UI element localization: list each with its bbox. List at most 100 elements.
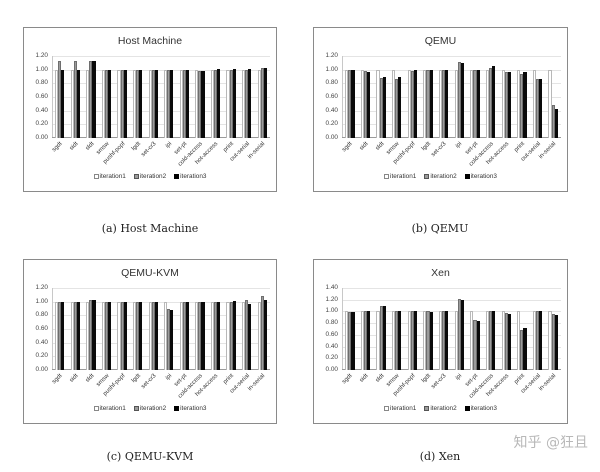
gridline: [52, 329, 270, 330]
bar-iteration1: [210, 69, 214, 138]
bar-iteration1: [241, 301, 246, 370]
bar-iteration2: [379, 305, 383, 370]
x-tick-label: sldt: [84, 373, 96, 384]
legend-swatch-icon: [133, 173, 139, 179]
chart-title: QEMU-KVM: [121, 267, 179, 279]
bar-iteration1: [485, 311, 490, 370]
legend-label: iteration3: [180, 405, 207, 412]
bar-iteration2: [442, 311, 446, 370]
bar-iteration2: [213, 301, 218, 370]
bar-iteration1: [517, 69, 521, 138]
bar-iteration2: [489, 67, 493, 138]
legend-label: iteration2: [139, 173, 167, 180]
bar-iteration2: [260, 296, 264, 370]
bar-iteration2: [89, 60, 93, 138]
bar-iteration3: [248, 68, 252, 138]
bar-iteration3: [139, 69, 143, 138]
bar-iteration3: [123, 69, 127, 138]
bar-iteration3: [201, 301, 205, 370]
bar-iteration3: [367, 311, 371, 370]
bar-iteration2: [473, 320, 477, 370]
x-tick-label: sidt: [68, 373, 80, 384]
bar-iteration2: [348, 70, 352, 138]
bar-iteration3: [382, 77, 386, 138]
bar-iteration1: [70, 301, 74, 370]
y-tick-label: 1.20: [35, 284, 48, 291]
y-tick-label: 0.00: [35, 366, 48, 373]
gridline: [342, 311, 561, 313]
bar-iteration3: [76, 302, 81, 370]
bar-iteration3: [185, 301, 190, 370]
bar-iteration3: [398, 77, 402, 138]
bar-iteration3: [201, 71, 205, 138]
x-tick-label: sidt: [358, 373, 370, 384]
x-tick-label: print: [513, 373, 527, 386]
legend-swatch-icon: [464, 405, 470, 411]
bar-iteration1: [148, 301, 152, 370]
bar-iteration1: [101, 69, 105, 138]
gridline: [342, 323, 561, 325]
y-tick-label: 1.40: [325, 284, 338, 291]
legend-swatch-icon: [93, 405, 99, 411]
bar-iteration2: [229, 69, 233, 138]
bar-iteration1: [86, 301, 90, 370]
bar-iteration1: [423, 69, 427, 138]
bar-iteration3: [492, 311, 496, 370]
x-tick-label: sgdt: [51, 141, 65, 154]
y-axis: [342, 56, 343, 138]
bar-iteration2: [104, 302, 109, 370]
bar-iteration1: [407, 69, 411, 138]
x-axis: [52, 369, 270, 370]
bar-iteration1: [392, 69, 396, 138]
bar-iteration3: [61, 301, 65, 370]
bar-iteration3: [248, 303, 252, 370]
bar-iteration3: [398, 311, 402, 370]
bar-iteration1: [360, 311, 364, 370]
bar-iteration2: [520, 329, 524, 370]
bar-iteration3: [476, 69, 480, 138]
bar-iteration3: [170, 309, 174, 370]
x-tick-label: lgdt: [421, 373, 433, 385]
bar-iteration2: [260, 68, 264, 138]
x-tick-label: sidt: [68, 141, 80, 152]
bar-iteration2: [395, 79, 399, 138]
bar-iteration1: [132, 69, 137, 138]
y-tick-label: 0.20: [35, 120, 48, 128]
bar-iteration2: [198, 71, 202, 138]
caption-c: (c) QEMU-KVM: [106, 450, 194, 463]
gridline: [342, 346, 561, 348]
legend-swatch-icon: [133, 405, 139, 411]
bar-iteration2: [410, 71, 414, 138]
gridline: [342, 124, 561, 126]
legend-item: iteration3: [174, 405, 206, 412]
gridline: [52, 83, 270, 85]
gridline: [342, 334, 561, 336]
bar-iteration1: [86, 69, 90, 138]
bar-iteration2: [182, 69, 186, 138]
bar-iteration3: [123, 301, 127, 370]
x-tick-label: ipi: [455, 141, 464, 150]
bar-iteration1: [376, 311, 380, 370]
legend-swatch-icon: [174, 173, 180, 179]
bar-iteration3: [460, 300, 464, 370]
bar-iteration1: [132, 301, 137, 370]
bar-iteration3: [413, 69, 418, 138]
bar-iteration1: [195, 301, 199, 370]
y-tick-label: 0.40: [35, 338, 48, 346]
bar-iteration3: [445, 311, 449, 370]
legend-label: iteration1: [390, 173, 417, 180]
bar-iteration3: [154, 301, 158, 370]
legend-swatch-icon: [384, 405, 390, 411]
y-tick-label: 1.20: [35, 52, 48, 59]
bar-iteration2: [379, 77, 383, 138]
bar-iteration2: [363, 311, 368, 370]
gridline: [52, 342, 270, 344]
bar-iteration3: [429, 70, 433, 138]
caption-d: (d) Xen: [419, 450, 461, 463]
x-tick-label: print: [222, 373, 236, 386]
bar-iteration3: [554, 109, 558, 138]
gridline: [342, 110, 561, 112]
x-tick-label: set-cr3: [140, 373, 158, 391]
legend: iteration1 iteration2 iteration3: [314, 405, 567, 412]
bar-iteration3: [154, 69, 158, 138]
